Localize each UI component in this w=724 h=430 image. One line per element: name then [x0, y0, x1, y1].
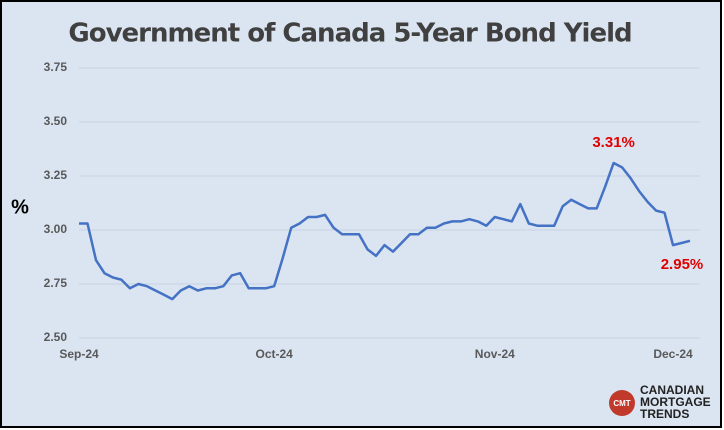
- y-tick-label: 3.50: [44, 114, 68, 128]
- y-tick-label: 3.00: [44, 222, 68, 236]
- data-label: 2.95%: [661, 256, 704, 273]
- y-axis-label: %: [11, 196, 29, 218]
- series-line: [79, 161, 691, 301]
- y-tick-label: 2.50: [44, 330, 68, 344]
- logo-text: CANADIAN: [640, 383, 704, 397]
- logo-text: TRENDS: [640, 407, 689, 421]
- logo-badge-text: CMT: [613, 399, 630, 408]
- logo-text: MORTGAGE: [640, 395, 711, 409]
- logo-badge: [609, 390, 635, 416]
- y-tick-label: 3.75: [44, 60, 68, 74]
- logo: CMT CANADIAN MORTGAGE TRENDS: [609, 383, 711, 421]
- y-tick-label: 2.75: [44, 276, 68, 290]
- x-tick-label: Dec-24: [653, 347, 693, 361]
- x-tick-label: Oct-24: [256, 347, 294, 361]
- x-tick-label: Sep-24: [59, 347, 99, 361]
- data-label: 3.31%: [592, 134, 635, 151]
- y-tick-label: 3.25: [44, 168, 68, 182]
- chart-title: Government of Canada 5-Year Bond Yield: [68, 19, 631, 49]
- x-tick-label: Nov-24: [475, 347, 515, 361]
